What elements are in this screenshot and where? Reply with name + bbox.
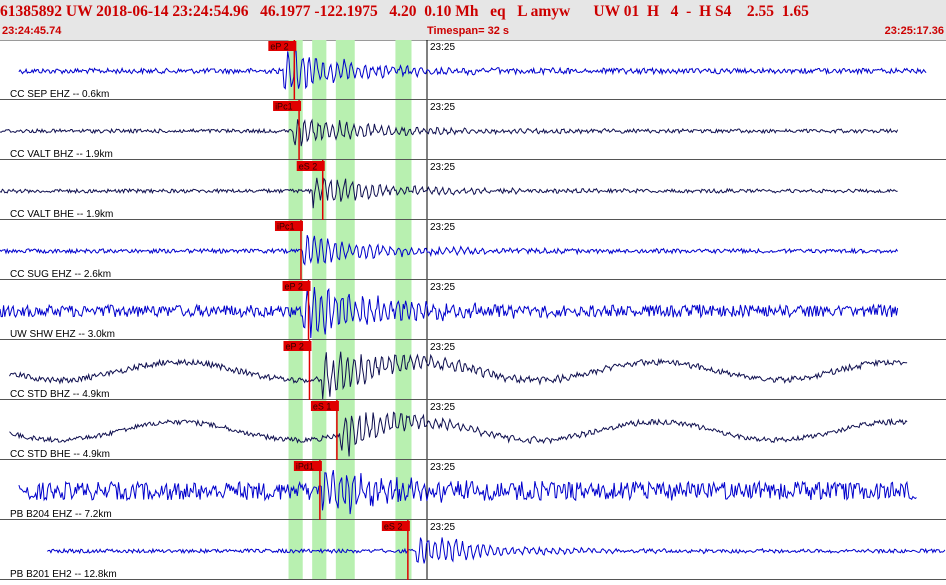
pick-label: eP 2: [285, 282, 303, 292]
event-summary-line: 61385892 UW 2018-06-14 23:24:54.96 46.19…: [0, 3, 809, 20]
time-mark-label: 23:25: [430, 222, 455, 233]
pick-label: eP 2: [285, 342, 303, 352]
station-label: CC SEP EHZ -- 0.6km: [10, 89, 109, 100]
time-mark-label: 23:25: [430, 162, 455, 173]
time-mark-label: 23:25: [430, 462, 455, 473]
timespan-label: Timespan= 32 s: [427, 25, 510, 37]
waveform: [18, 469, 917, 515]
waveform: [0, 234, 899, 266]
time-mark-label: 23:25: [430, 342, 455, 353]
pick-flag[interactable]: [268, 41, 297, 51]
pick-flag[interactable]: [283, 341, 312, 351]
trace-row[interactable]: eP 2 23:25 CC STD BHZ -- 4.9km: [0, 340, 946, 400]
pick-flag[interactable]: [310, 401, 339, 411]
pick-label: eS 1: [313, 402, 332, 412]
station-label: PB B204 EHZ -- 7.2km: [10, 509, 112, 520]
end-time-label: 23:25:17.36: [884, 25, 944, 37]
time-mark-label: 23:25: [430, 282, 455, 293]
station-label: CC STD BHZ -- 4.9km: [10, 389, 109, 400]
pick-flag[interactable]: [381, 521, 410, 531]
station-label: UW SHW EHZ -- 3.0km: [10, 329, 115, 340]
pick-label: eP 2: [270, 42, 288, 52]
trace-row[interactable]: eP 2 23:25 CC SEP EHZ -- 0.6km: [0, 40, 946, 100]
trace-row[interactable]: eS 2 23:25 PB B201 EH2 -- 12.8km: [0, 520, 946, 580]
seismogram-panel[interactable]: eP 2 23:25 CC SEP EHZ -- 0.6km iPc1 23:25 CC …: [0, 40, 946, 580]
time-mark-label: 23:25: [430, 522, 455, 533]
pick-label: iPc1: [277, 222, 295, 232]
trace-row[interactable]: iPc1 23:25 CC VALT BHZ -- 1.9km: [0, 100, 946, 160]
trace-row[interactable]: iPc1 23:25 CC SUG EHZ -- 2.6km: [0, 220, 946, 280]
pick-label: eS 2: [299, 162, 318, 172]
pick-flag[interactable]: [273, 101, 302, 111]
station-label: CC SUG EHZ -- 2.6km: [10, 269, 111, 280]
pick-flag[interactable]: [296, 161, 325, 171]
time-mark-label: 23:25: [430, 102, 455, 113]
seismogram-svg[interactable]: eP 2 23:25 CC SEP EHZ -- 0.6km iPc1 23:25 CC …: [0, 40, 946, 580]
waveform: [0, 177, 898, 209]
trace-row[interactable]: eS 1 23:25 CC STD BHE -- 4.9km: [0, 400, 946, 460]
trace-row[interactable]: iPd1 23:25 PB B204 EHZ -- 7.2km: [0, 460, 946, 520]
pick-window-4: [395, 40, 412, 580]
waveform: [9, 351, 908, 400]
station-label: CC VALT BHZ -- 1.9km: [10, 149, 113, 160]
time-mark-label: 23:25: [430, 402, 455, 413]
waveform: [0, 118, 899, 147]
pick-flag[interactable]: [274, 221, 303, 231]
pick-label: iPd1: [296, 462, 314, 472]
pick-label: iPc1: [275, 102, 293, 112]
station-label: CC VALT BHE -- 1.9km: [10, 209, 113, 220]
trace-row[interactable]: eP 2 23:25 UW SHW EHZ -- 3.0km: [0, 280, 946, 340]
trace-row[interactable]: eS 2 23:25 CC VALT BHE -- 1.9km: [0, 160, 946, 220]
waveform: [0, 286, 899, 339]
start-time-label: 23:24:45.74: [2, 25, 62, 37]
station-label: CC STD BHE -- 4.9km: [10, 449, 110, 460]
event-header: 61385892 UW 2018-06-14 23:24:54.96 46.19…: [0, 0, 946, 41]
waveform: [18, 48, 927, 90]
waveform: [9, 411, 908, 457]
time-mark-label: 23:25: [430, 42, 455, 53]
pick-label: eS 2: [384, 522, 403, 532]
pick-flag[interactable]: [282, 281, 311, 291]
station-label: PB B201 EH2 -- 12.8km: [10, 569, 117, 580]
pick-flag[interactable]: [293, 461, 322, 471]
waveform: [47, 537, 946, 564]
